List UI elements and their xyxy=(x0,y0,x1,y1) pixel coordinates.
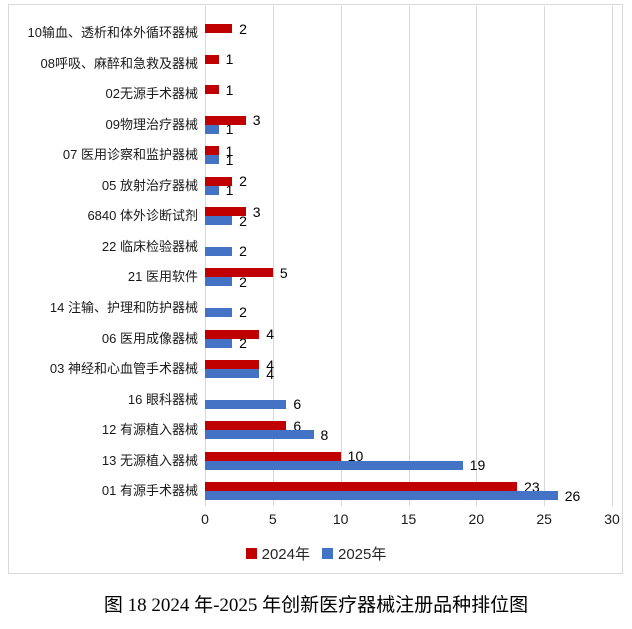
category-label: 07 医用诊察和监护器械 xyxy=(62,147,198,163)
x-axis-tick-label: 15 xyxy=(400,511,417,527)
data-label: 2 xyxy=(239,335,247,351)
bar-2024年 xyxy=(205,421,287,431)
category-label: 14 注输、护理和防护器械 xyxy=(49,299,198,315)
gridline xyxy=(408,6,410,506)
data-label: 1 xyxy=(225,182,234,199)
data-label: 4 xyxy=(266,326,275,342)
bar-2025年 xyxy=(205,399,287,409)
legend-swatch-icon xyxy=(322,548,333,559)
category-label: 22 临床检验器械 xyxy=(101,238,198,254)
x-axis-tick-label: 0 xyxy=(201,511,209,527)
category-label: 06 医用成像器械 xyxy=(101,330,198,346)
data-label: 2 xyxy=(239,304,247,321)
gridline xyxy=(205,6,206,506)
category-label: 09物理治疗器械 xyxy=(105,116,198,132)
category-label: 10输血、透析和体外循环器械 xyxy=(27,25,198,40)
bar-2024年 xyxy=(205,176,233,186)
category-label: 03 神经和心血管手术器械 xyxy=(49,361,198,377)
bar-2024年 xyxy=(205,146,219,156)
data-label: 5 xyxy=(279,264,288,281)
bar-2025年 xyxy=(205,307,233,317)
data-label: 2 xyxy=(239,273,247,290)
bar-2025年 xyxy=(205,338,233,348)
category-label: 02无源手术器械 xyxy=(105,86,198,102)
gridline xyxy=(544,6,546,506)
category-label: 08呼吸、麻醉和急救及器械 xyxy=(40,55,198,71)
x-axis-tick-label: 25 xyxy=(536,511,552,527)
category-label: 21 医用软件 xyxy=(127,269,198,285)
data-label: 1 xyxy=(225,142,234,159)
bar-2024年 xyxy=(205,329,260,339)
x-axis-tick-label: 10 xyxy=(332,511,349,527)
data-label: 4 xyxy=(266,365,275,382)
bar-2025年 xyxy=(205,216,233,226)
legend-label: 2024年 xyxy=(261,546,310,563)
bar-2025年 xyxy=(205,430,314,440)
category-label: 16 眼科器械 xyxy=(127,391,198,407)
legend-item: 2024年 xyxy=(245,543,310,564)
bar-2025年 xyxy=(205,369,260,379)
chart-legend: 2024年 2025年 xyxy=(0,543,632,564)
gridline xyxy=(340,6,342,506)
bar-2025年 xyxy=(205,124,219,134)
chart-frame xyxy=(8,4,623,574)
data-label: 8 xyxy=(320,426,329,443)
bar-2025年 xyxy=(205,277,233,287)
bar-2024年 xyxy=(205,24,233,33)
bar-2025年 xyxy=(205,460,463,470)
figure-caption: 图 18 2024 年-2025 年创新医疗器械注册品种排位图 xyxy=(103,595,529,616)
bar-2024年 xyxy=(205,207,246,217)
data-label: 2 xyxy=(239,20,247,37)
data-label: 2 xyxy=(239,212,247,229)
data-label: 1 xyxy=(225,81,234,98)
bar-2024年 xyxy=(205,482,518,492)
data-label: 10 xyxy=(347,448,364,465)
data-label: 1 xyxy=(225,151,234,168)
category-label: 13 无源植入器械 xyxy=(101,452,198,468)
data-label: 1 xyxy=(225,51,234,68)
legend-item: 2025年 xyxy=(322,543,386,564)
x-axis-tick-label: 20 xyxy=(468,511,485,527)
data-label: 2 xyxy=(239,243,247,260)
data-label: 23 xyxy=(524,478,540,495)
data-label: 1 xyxy=(225,121,234,138)
category-label: 12 有源植入器械 xyxy=(101,422,198,438)
data-label: 26 xyxy=(564,487,581,504)
bar-2024年 xyxy=(205,54,219,64)
category-label: 01 有源手术器械 xyxy=(101,483,198,499)
bar-2025年 xyxy=(205,185,219,195)
legend-swatch-icon xyxy=(245,548,257,559)
data-label: 3 xyxy=(252,203,261,220)
gridline xyxy=(612,6,613,506)
gridline xyxy=(272,6,274,506)
x-axis-tick-label: 30 xyxy=(604,511,620,527)
data-label: 6 xyxy=(293,417,302,434)
data-label: 4 xyxy=(266,356,275,373)
bar-2024年 xyxy=(205,115,246,125)
data-label: 19 xyxy=(469,457,486,474)
data-label: 6 xyxy=(293,396,302,413)
bar-2024年 xyxy=(205,85,219,95)
category-label: 05 放射治疗器械 xyxy=(101,177,198,193)
bar-2025年 xyxy=(205,491,558,501)
bar-2025年 xyxy=(205,246,233,256)
bar-2024年 xyxy=(205,360,260,370)
data-label: 3 xyxy=(252,112,261,129)
bar-2024年 xyxy=(205,451,341,461)
category-label: 6840 体外诊断试剂 xyxy=(87,208,198,224)
bar-2025年 xyxy=(205,155,219,165)
bar-2024年 xyxy=(205,268,273,278)
x-axis-tick-label: 5 xyxy=(268,511,277,527)
data-label: 2 xyxy=(239,173,247,190)
legend-label: 2025年 xyxy=(338,546,387,563)
gridline xyxy=(476,6,478,506)
